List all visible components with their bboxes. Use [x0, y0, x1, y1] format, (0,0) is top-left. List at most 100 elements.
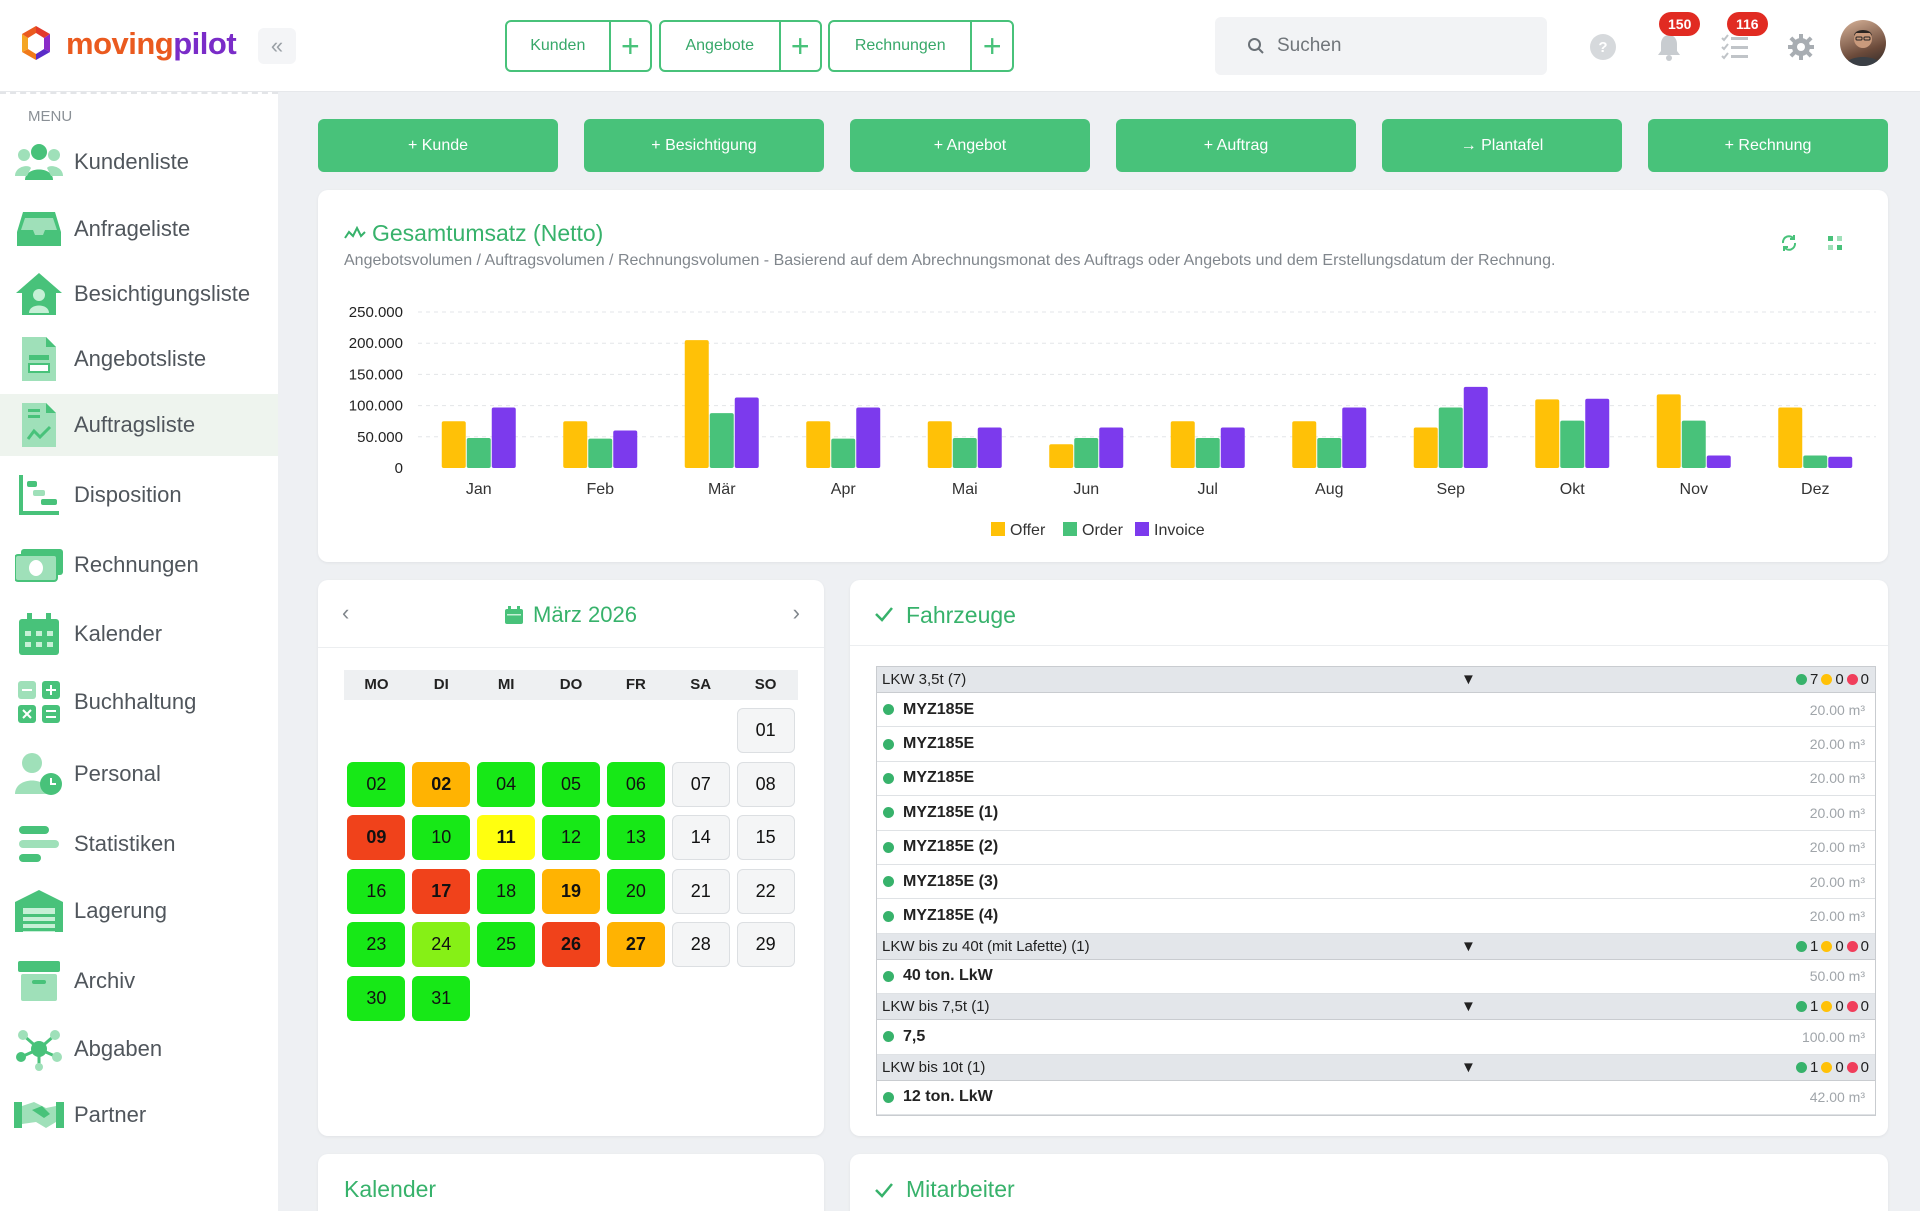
vehicle-group-row[interactable]: LKW 3,5t (7) ▼ 7 0 0 — [877, 667, 1875, 693]
calendar-day[interactable]: 01 — [736, 708, 795, 753]
vehicle-row[interactable]: MYZ185E 20.00 m³ — [877, 693, 1875, 728]
bar-order[interactable] — [1317, 438, 1342, 468]
calendar-day[interactable]: 09 — [347, 815, 406, 861]
vehicle-row[interactable]: 12 ton. LkW 42.00 m³ — [877, 1081, 1875, 1115]
calendar-day[interactable]: 16 — [347, 868, 406, 914]
sidebar-item-auftragsliste[interactable]: Auftragsliste — [0, 394, 278, 456]
bar-invoice[interactable] — [1099, 427, 1124, 468]
refresh-icon[interactable] — [1780, 234, 1798, 257]
quick-kunden-button[interactable]: Kunden — [507, 22, 611, 70]
calendar-day[interactable]: 05 — [542, 761, 600, 807]
vehicle-row[interactable]: MYZ185E (3) 20.00 m³ — [877, 865, 1875, 900]
plantafel-button[interactable]: → Plantafel — [1382, 119, 1622, 172]
bar-offer[interactable] — [1535, 399, 1560, 468]
calendar-day[interactable]: 21 — [671, 868, 730, 914]
bar-offer[interactable] — [1292, 421, 1317, 468]
dropdown-triangle-icon[interactable]: ▼ — [1461, 998, 1476, 1016]
vehicle-row[interactable]: MYZ185E (4) 20.00 m³ — [877, 899, 1875, 934]
sidebar-item-statistiken[interactable]: Statistiken — [0, 813, 278, 875]
bar-order[interactable] — [1074, 438, 1099, 468]
next-month-chevron-icon[interactable]: › — [792, 600, 800, 625]
calendar-day[interactable]: 27 — [606, 922, 665, 968]
bar-invoice[interactable] — [1828, 456, 1853, 468]
bar-order[interactable] — [831, 438, 856, 468]
calendar-day[interactable]: 14 — [671, 815, 730, 861]
bar-invoice[interactable] — [491, 407, 516, 468]
vehicle-row[interactable]: MYZ185E 20.00 m³ — [877, 727, 1875, 762]
legend-label[interactable]: Invoice — [1154, 522, 1205, 539]
legend-label[interactable]: Offer — [1010, 522, 1046, 539]
bar-offer[interactable] — [806, 421, 831, 468]
dropdown-triangle-icon[interactable]: ▼ — [1461, 937, 1476, 955]
calendar-day[interactable]: 17 — [412, 868, 471, 914]
calendar-day[interactable]: 31 — [412, 976, 471, 1021]
prev-month-chevron-icon[interactable]: ‹ — [342, 600, 350, 625]
calendar-day[interactable]: 18 — [477, 868, 536, 914]
calendar-day[interactable]: 07 — [671, 761, 730, 807]
vehicle-group-row[interactable]: LKW bis 10t (1) ▼ 1 0 0 — [877, 1054, 1875, 1081]
bar-offer[interactable] — [1170, 421, 1195, 468]
calendar-day[interactable]: 11 — [477, 815, 536, 861]
calendar-day[interactable]: 02 — [412, 761, 471, 807]
sidebar-item-rechnungen[interactable]: Rechnungen — [0, 534, 278, 596]
sidebar-item-angebotsliste[interactable]: Angebotsliste — [0, 328, 278, 390]
tasks-checklist-icon[interactable] — [1720, 32, 1750, 62]
calendar-day[interactable]: 02 — [347, 761, 406, 807]
vehicle-row[interactable]: MYZ185E (2) 20.00 m³ — [877, 831, 1875, 865]
calendar-day[interactable]: 22 — [736, 868, 795, 914]
sidebar-item-partner[interactable]: Partner — [0, 1084, 278, 1146]
add-kunde-plus-icon[interactable]: + — [620, 27, 640, 64]
bar-offer[interactable] — [684, 340, 709, 468]
bar-order[interactable] — [1560, 420, 1585, 468]
help-icon[interactable]: ? — [1588, 32, 1618, 62]
bar-order[interactable] — [1803, 455, 1828, 468]
calendar-day[interactable]: 13 — [606, 815, 665, 861]
bar-order[interactable] — [588, 438, 613, 468]
bar-offer[interactable] — [563, 421, 588, 468]
legend-label[interactable]: Order — [1082, 522, 1124, 539]
new-besichtigung-button[interactable]: + Besichtigung — [584, 119, 824, 172]
calendar-day[interactable]: 19 — [542, 868, 600, 914]
bell-icon[interactable] — [1654, 32, 1684, 62]
dropdown-triangle-icon[interactable]: ▼ — [1461, 671, 1476, 688]
calendar-day[interactable]: 04 — [477, 761, 536, 807]
dropdown-triangle-icon[interactable]: ▼ — [1461, 1058, 1476, 1076]
calendar-day[interactable]: 30 — [347, 976, 406, 1021]
user-avatar[interactable] — [1840, 20, 1886, 66]
vehicle-group-row[interactable]: LKW bis zu 40t (mit Lafette) (1) ▼ 1 0 0 — [877, 933, 1875, 960]
new-angebot-button[interactable]: + Angebot — [850, 119, 1090, 172]
calendar-day[interactable]: 15 — [736, 815, 795, 861]
calendar-day[interactable]: 08 — [736, 761, 795, 807]
sidebar-item-buchhaltung[interactable]: Buchhaltung — [0, 671, 278, 733]
calendar-day[interactable]: 24 — [412, 922, 471, 968]
bar-order[interactable] — [1438, 407, 1463, 468]
search-input[interactable]: Suchen — [1215, 17, 1547, 75]
sidebar-item-lagerung[interactable]: Lagerung — [0, 880, 278, 942]
calendar-day[interactable]: 20 — [606, 868, 665, 914]
calendar-day[interactable]: 28 — [671, 922, 730, 968]
calendar-day[interactable]: 25 — [477, 922, 536, 968]
calendar-day[interactable]: 06 — [606, 761, 665, 807]
bar-invoice[interactable] — [1463, 386, 1488, 468]
bar-order[interactable] — [1195, 438, 1220, 468]
calendar-day[interactable]: 29 — [736, 922, 795, 968]
bar-offer[interactable] — [1413, 427, 1438, 468]
settings-gear-icon[interactable] — [1786, 32, 1816, 62]
quick-rechnungen-button[interactable]: Rechnungen — [830, 22, 973, 70]
sidebar-item-besichtigungsliste[interactable]: Besichtigungsliste — [0, 263, 278, 325]
vehicle-row[interactable]: MYZ185E (1) 20.00 m³ — [877, 796, 1875, 831]
calendar-day[interactable]: 12 — [542, 815, 600, 861]
bar-invoice[interactable] — [1706, 455, 1731, 468]
add-rechnung-plus-icon[interactable]: + — [982, 27, 1002, 64]
vehicle-row[interactable]: MYZ185E 20.00 m³ — [877, 762, 1875, 797]
bar-invoice[interactable] — [1220, 427, 1245, 468]
bar-offer[interactable] — [1656, 394, 1681, 468]
app-logo[interactable]: movingpilot — [14, 22, 237, 66]
collapse-sidebar-button[interactable]: « — [258, 28, 296, 64]
bar-order[interactable] — [709, 413, 734, 468]
bar-invoice[interactable] — [977, 427, 1002, 468]
sidebar-item-anfrageliste[interactable]: Anfrageliste — [0, 198, 278, 260]
new-kunde-button[interactable]: + Kunde — [318, 119, 558, 172]
calendar-day[interactable]: 10 — [412, 815, 471, 861]
calendar-day[interactable]: 26 — [542, 922, 600, 968]
